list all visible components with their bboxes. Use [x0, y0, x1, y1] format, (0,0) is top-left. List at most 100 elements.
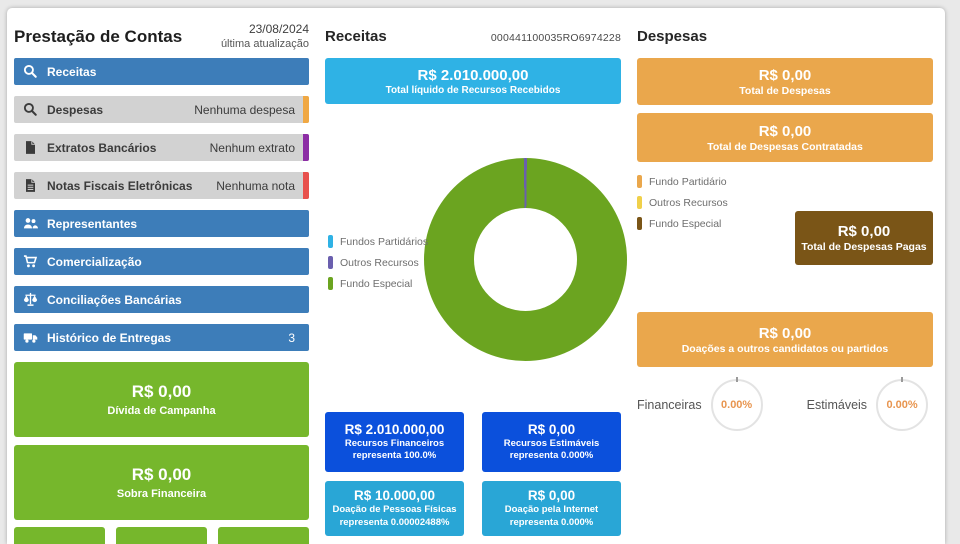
sidebar-item-representantes[interactable]: Representantes	[14, 210, 309, 237]
card-value: R$ 0,00	[758, 122, 812, 140]
file-icon	[23, 140, 38, 155]
sidebar-item-label: Notas Fiscais Eletrônicas	[47, 178, 193, 193]
sidebar-item-comercializacao[interactable]: Comercialização	[14, 248, 309, 275]
legend-label: Fundos Partidários	[340, 235, 429, 248]
legend-swatch	[637, 196, 642, 209]
kpi-value: R$ 0,00	[527, 421, 576, 437]
search-icon	[23, 102, 38, 117]
recursos-estimaveis-card: R$ 0,00 Recursos Estimáveis representa 0…	[482, 412, 621, 472]
despesas-gauges: Financeiras 0.00% Estimáveis 0.00%	[637, 379, 933, 431]
sidebar-item-status: Nenhuma despesa	[194, 102, 295, 117]
sidebar-item-label: Receitas	[47, 64, 97, 79]
sidebar-item-label: Histórico de Entregas	[47, 330, 172, 345]
total-despesas-card: R$ 0,00 Total de Despesas	[637, 58, 933, 105]
sobra-financeira-card: R$ 0,00 Sobra Financeira	[14, 445, 309, 520]
kpi-percent: representa 0.000%	[509, 516, 594, 528]
doacoes-outros-card: R$ 0,00 Doações a outros candidatos ou p…	[637, 312, 933, 367]
sidebar-item-label: Comercialização	[47, 254, 142, 269]
legend-item: Fundos Partidários	[328, 235, 428, 248]
legend-label: Fundo Especial	[340, 277, 413, 290]
accent-strip	[303, 96, 309, 123]
scale-icon	[23, 292, 38, 307]
kpi-value: R$ 0,00	[527, 488, 576, 504]
page-title: Prestação de Contas	[14, 27, 183, 46]
kpi-label: Recursos Estimáveis	[503, 437, 600, 449]
kpi-label: Recursos Financeiros	[344, 437, 445, 449]
gauge-label: Financeiras	[637, 398, 702, 412]
kpi-value: R$ 2.010.000,00	[344, 421, 445, 437]
gauge-value: 0.00%	[721, 399, 753, 411]
sidebar-item-label: Despesas	[47, 102, 104, 117]
receitas-kpi-grid: R$ 2.010.000,00 Recursos Financeiros rep…	[325, 412, 621, 536]
summary-stub-card	[116, 527, 207, 544]
sobra-financeira-value: R$ 0,00	[131, 465, 192, 484]
legend-swatch	[328, 277, 333, 290]
receitas-header: Receitas 000441100035RO6974228	[325, 18, 621, 58]
despesas-header: Despesas	[637, 18, 933, 58]
card-label: Total de Despesas	[739, 84, 831, 97]
sidebar-item-status: Nenhum extrato	[209, 140, 295, 155]
gauge-group-financeiras: Financeiras 0.00%	[637, 379, 763, 431]
legend-item: Outros Recursos	[637, 196, 933, 209]
sidebar-item-extratos-bancarios[interactable]: Extratos Bancários Nenhum extrato	[14, 134, 309, 161]
card-label: Total de Despesas Pagas	[801, 241, 927, 253]
gauge-label: Estimáveis	[806, 398, 868, 412]
card-label: Doações a outros candidatos ou partidos	[681, 342, 889, 355]
summary-stub-card	[218, 527, 309, 544]
legend-swatch	[328, 256, 333, 269]
receitas-title: Receitas	[325, 28, 387, 45]
doacao-pessoas-fisicas-card: R$ 10.000,00 Doação de Pessoas Físicas r…	[325, 481, 464, 536]
sidebar-item-historico-entregas[interactable]: Histórico de Entregas 3	[14, 324, 309, 351]
receitas-column: Receitas 000441100035RO6974228 R$ 2.010.…	[325, 18, 627, 536]
legend-item: Fundo Especial	[328, 277, 428, 290]
legend-item: Fundo Especial	[637, 217, 933, 230]
legend-label: Fundo Especial	[649, 217, 722, 230]
gauge-value: 0.00%	[886, 399, 918, 411]
sidebar-item-notas-fiscais[interactable]: Notas Fiscais Eletrônicas Nenhuma nota	[14, 172, 309, 199]
sidebar-item-label: Extratos Bancários	[47, 140, 157, 155]
sidebar-item-status: Nenhuma nota	[216, 178, 295, 193]
last-update-date: 23/08/2024	[248, 22, 309, 36]
count-badge: 3	[288, 330, 295, 345]
divida-campanha-card: R$ 0,00 Dívida de Campanha	[14, 362, 309, 437]
kpi-percent: representa 0.00002488%	[339, 516, 450, 528]
gauge-financeiras: 0.00%	[710, 379, 763, 431]
search-icon	[23, 64, 38, 79]
kpi-percent: representa 100.0%	[352, 450, 437, 461]
last-update-caption: última atualização	[220, 38, 309, 50]
kpi-value: R$ 10.000,00	[353, 488, 436, 504]
sidebar-item-conciliacoes-bancarias[interactable]: Conciliações Bancárias	[14, 286, 309, 313]
summary-stub-row	[14, 527, 309, 544]
accent-strip	[303, 134, 309, 161]
doacao-internet-card: R$ 0,00 Doação pela Internet representa …	[482, 481, 621, 536]
kpi-label: Doação de Pessoas Físicas	[332, 504, 457, 516]
legend-label: Outros Recursos	[340, 256, 419, 269]
gauge-group-estimaveis: Estimáveis 0.00%	[806, 379, 929, 431]
kpi-label: Doação pela Internet	[504, 504, 599, 516]
card-label: Total de Despesas Contratadas	[707, 140, 863, 153]
truck-icon	[23, 330, 38, 345]
accent-strip	[303, 172, 309, 199]
legend-item: Outros Recursos	[328, 256, 428, 269]
summary-stub-card	[14, 527, 105, 544]
despesas-column: Despesas R$ 0,00 Total de Despesas R$ 0,…	[637, 18, 933, 431]
legend-swatch	[328, 235, 333, 248]
card-value: R$ 0,00	[758, 66, 812, 84]
sidebar-item-receitas[interactable]: Receitas	[14, 58, 309, 85]
last-update: 23/08/2024 última atualização	[221, 18, 309, 58]
cart-icon	[23, 254, 38, 269]
reference-code: 000441100035RO6974228	[490, 32, 621, 44]
sidebar-item-label: Representantes	[47, 216, 138, 231]
sidebar-item-despesas[interactable]: Despesas Nenhuma despesa	[14, 96, 309, 123]
legend-swatch	[637, 175, 642, 188]
divida-campanha-value: R$ 0,00	[131, 382, 192, 401]
card-value: R$ 0,00	[837, 223, 891, 240]
despesas-title: Despesas	[637, 28, 708, 45]
file-lines-icon	[23, 178, 38, 193]
dashboard-panel: Prestação de Contas 23/08/2024 última at…	[7, 8, 945, 544]
total-recursos-label: Total líquido de Recursos Recebidos	[385, 84, 561, 96]
despesas-pagas-card: R$ 0,00 Total de Despesas Pagas	[795, 211, 933, 265]
total-recursos-value: R$ 2.010.000,00	[417, 66, 529, 84]
receitas-legend: Fundos Partidários Outros Recursos Fundo…	[328, 235, 428, 298]
legend-item: Fundo Partidário	[637, 175, 933, 188]
